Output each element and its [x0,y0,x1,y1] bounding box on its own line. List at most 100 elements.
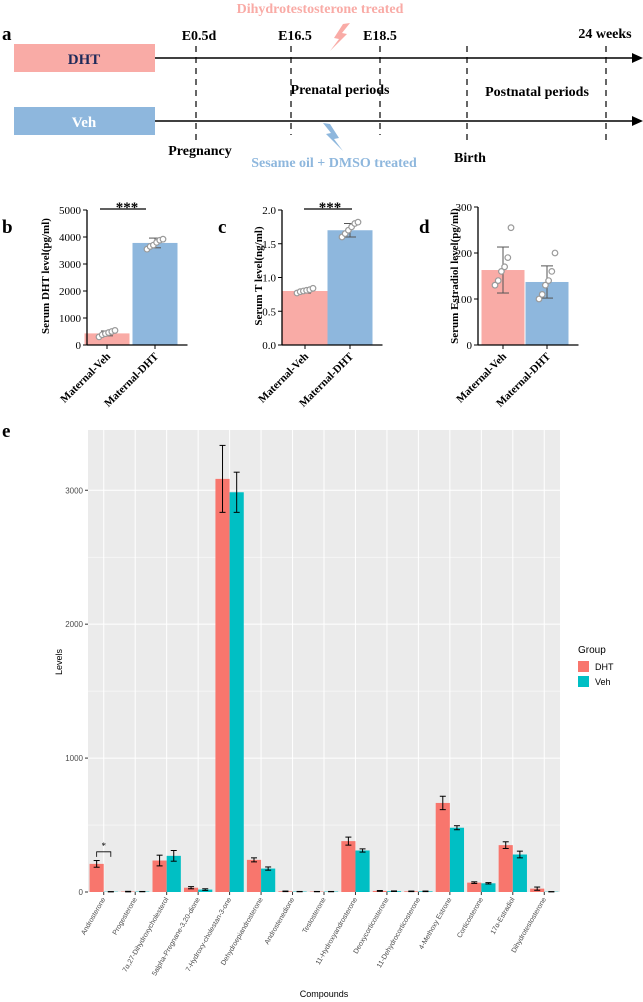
data-point-b-1-5 [159,235,167,243]
data-point-d-1-0 [535,295,543,303]
panel-d-letter: d [419,217,430,238]
panel-c-significance: *** [319,200,342,216]
bar-dht-8 [341,841,356,892]
bar-veh-2 [166,855,181,892]
timepoint-e05: E0.5d [182,29,217,44]
y-tick-label-d-1: 100 [456,294,473,306]
data-point-b-0-5 [111,327,119,334]
postnatal-periods-label: Postnatal periods [485,85,589,100]
bar-veh-8 [355,850,370,892]
data-point-d-1-5 [551,249,559,257]
e-x-tick-label-7: Testosterone [302,896,328,934]
bar-c-1 [327,230,373,345]
data-point-d-0-5 [507,224,515,232]
e-x-tick-label-6: Androstenedione [264,896,297,945]
data-point-d-0-4 [504,254,512,262]
e-x-tick-label-13: 17α-Estradiol [490,896,517,936]
significance-bracket-e [96,851,112,857]
data-point-d-0-3 [501,263,509,271]
panel-e-chart: e Levels Compounds Group DHT Veh 0 1000 20… [2,421,614,999]
birth-label: Birth [454,151,486,166]
bar-veh-4 [229,492,244,892]
dht-group-label: DHT [68,52,101,68]
timepoint-e185: E18.5 [363,29,397,44]
y-tick-label-c-3: 1.5 [262,239,276,251]
bar-veh-5 [261,868,276,892]
bar-dht-5 [246,859,262,892]
timepoint-e165: E16.5 [278,29,312,44]
panel-a-letter: a [2,24,12,45]
e-y-tick-label-0: 0 [79,888,84,897]
y-tick-label-d-2: 200 [456,248,473,260]
y-tick-label-b-2: 2000 [59,286,82,298]
bar-veh-11 [449,827,465,892]
y-tick-label-b-5: 5000 [59,205,82,217]
panel-b-letter: b [2,217,13,238]
bar-dht-0 [89,863,104,892]
e-y-tick-label-1: 1000 [65,754,83,763]
panel-c-ylabel: Serum T level(ng/ml) [253,226,265,326]
bar-dht-12 [467,882,482,892]
panel-e-xlabel: Compounds [300,989,349,999]
data-point-d-1-4 [548,268,556,275]
e-y-tick-label-3: 3000 [65,486,83,495]
y-tick-label-d-3: 300 [456,202,473,214]
bar-veh-13 [512,854,527,892]
data-point-d-1-1 [538,291,546,298]
legend-label-veh: Veh [595,677,611,687]
y-tick-label-c-0: 0.0 [262,340,276,352]
dht-treated-label: Dihydrotestosterone treated [237,2,404,17]
e-x-tick-label-1: Progesterone [112,896,139,936]
dht-timeline-arrowhead [632,53,643,63]
pregnancy-label: Pregnancy [168,144,232,159]
y-tick-label-c-4: 2.0 [262,205,276,217]
veh-timeline-arrowhead [632,116,643,126]
panel-b-chart: b Serum DHT level(pg/ml) *** 0 1000 2000 30… [2,200,188,410]
y-tick-label-d-0: 0 [467,340,473,352]
lightning-pink-icon [330,23,350,51]
timepoint-24weeks: 24 weeks [578,27,632,42]
data-point-d-1-2 [542,281,549,289]
bar-b-0 [84,333,130,345]
legend-title: Group [578,645,606,656]
legend-swatch-dht [578,661,589,672]
veh-group-label: Veh [72,115,97,131]
e-y-tick-label-2: 2000 [65,620,83,629]
panel-e-letter: e [2,421,10,442]
veh-treated-label: Sesame oil + DMSO treated [251,156,417,171]
y-tick-label-b-0: 0 [76,340,82,352]
bar-dht-11 [435,802,450,892]
legend-swatch-veh [578,676,589,687]
veh-group-box [14,107,155,135]
significance-label-e: * [101,841,106,851]
data-point-d-0-1 [494,277,502,285]
legend-label-dht: DHT [595,662,614,672]
bar-dht-4 [215,478,230,892]
data-point-d-1-3 [545,277,552,285]
bar-dht-13 [498,845,513,892]
y-tick-label-b-4: 4000 [59,232,82,244]
e-x-tick-label-11: 4-Methoxy Estrone [418,896,453,950]
panel-d-chart: d Serum Estradiol level(pg/ml) 0 100 200 30… [419,202,579,410]
panel-e-ylabel: Levels [54,648,64,675]
data-point-c-1-5 [354,218,362,226]
panel-b-ylabel: Serum DHT level(pg/ml) [40,218,52,334]
y-tick-label-b-3: 3000 [59,259,82,271]
e-x-tick-label-14: Dihydrotestosterone [511,896,548,954]
y-tick-label-c-2: 1.0 [262,273,276,285]
bar-dht-2 [152,860,167,892]
prenatal-periods-label: Prenatal periods [291,83,390,98]
dht-group-box [14,44,155,72]
panel-c-letter: c [218,217,226,238]
bar-c-0 [282,291,328,345]
y-tick-label-b-1: 1000 [59,313,82,325]
bar-dht-3 [183,887,199,892]
data-point-c-0-5 [309,284,317,292]
e-x-tick-label-12: Corticosterone [456,896,485,939]
panel-c-chart: c Serum T level(ng/ml) *** 0.0 0.5 1.0 1.5 2… [218,200,383,410]
y-tick-label-c-1: 0.5 [262,306,276,318]
e-x-tick-label-0: Androsterone [80,896,107,936]
panel-d-ylabel: Serum Estradiol level(pg/ml) [449,208,461,344]
bar-b-1 [132,242,178,345]
